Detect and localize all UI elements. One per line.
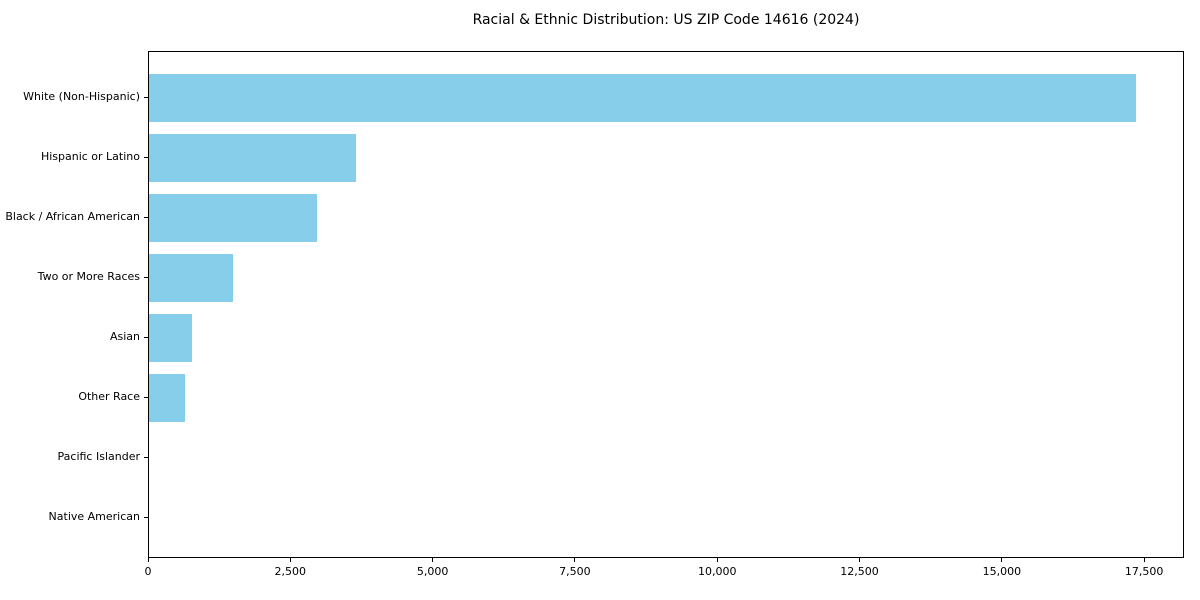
bar-other-race <box>149 374 186 422</box>
x-tick-mark <box>859 558 861 562</box>
y-tick-mark <box>144 216 148 218</box>
y-tick-mark <box>144 516 148 518</box>
y-tick-mark <box>144 276 148 278</box>
y-tick-mark <box>144 456 148 458</box>
x-tick-label-17500: 17,500 <box>1124 565 1164 578</box>
bar-hispanic-or-latino <box>149 134 357 182</box>
bar-asian <box>149 314 192 362</box>
x-tick-label-2500: 2,500 <box>274 565 307 578</box>
x-tick-mark <box>432 558 434 562</box>
y-tick-label-other-race: Other Race <box>78 390 140 403</box>
y-tick-mark <box>144 96 148 98</box>
x-tick-mark <box>716 558 718 562</box>
x-tick-label-7500: 7,500 <box>559 565 591 578</box>
bar-two-or-more-races <box>149 254 234 302</box>
x-tick-label-15000: 15,000 <box>982 565 1022 578</box>
x-tick-mark <box>574 558 576 562</box>
x-tick-mark <box>1143 558 1145 562</box>
y-tick-label-black-african-american: Black / African American <box>5 210 140 223</box>
x-tick-label-10000: 10,000 <box>697 565 737 578</box>
bar-white-non-hispanic <box>149 74 1137 122</box>
plot-area <box>148 51 1184 558</box>
x-tick-mark <box>147 558 149 562</box>
chart-title: Racial & Ethnic Distribution: US ZIP Cod… <box>472 12 860 28</box>
x-tick-mark <box>289 558 291 562</box>
y-tick-mark <box>144 156 148 158</box>
y-tick-label-asian: Asian <box>109 330 140 343</box>
y-tick-label-white-non-hispanic: White (Non-Hispanic) <box>23 90 140 103</box>
y-tick-mark <box>144 336 148 338</box>
y-tick-label-two-or-more-races: Two or More Races <box>37 270 140 283</box>
y-tick-label-native-american: Native American <box>48 510 140 523</box>
x-tick-label-12500: 12,500 <box>840 565 879 578</box>
x-tick-label-5000: 5,000 <box>416 565 449 578</box>
y-tick-label-hispanic-or-latino: Hispanic or Latino <box>40 150 140 163</box>
y-tick-label-pacific-islander: Pacific Islander <box>57 450 140 463</box>
x-tick-mark <box>1001 558 1003 562</box>
y-tick-mark <box>144 396 148 398</box>
x-tick-label-0: 0 <box>144 565 152 578</box>
bar-black-african-american <box>149 194 317 242</box>
